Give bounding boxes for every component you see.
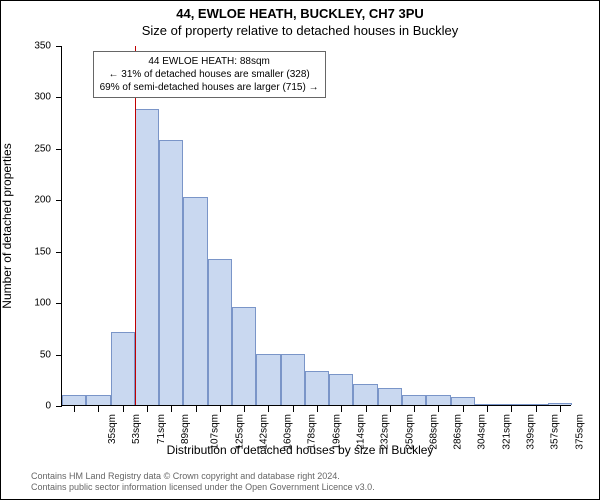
histogram-bar <box>523 404 547 405</box>
x-tick <box>317 406 318 412</box>
annotation-box: 44 EWLOE HEATH: 88sqm ← 31% of detached … <box>93 51 326 98</box>
histogram-bar <box>451 397 475 405</box>
histogram-bar <box>548 403 572 405</box>
y-tick-label: 0 <box>11 401 51 412</box>
histogram-bar <box>402 395 426 405</box>
footer-line-1: Contains HM Land Registry data © Crown c… <box>31 471 375 482</box>
x-tick <box>487 406 488 412</box>
annotation-line-1: 44 EWLOE HEATH: 88sqm <box>100 55 319 68</box>
chart-subtitle: Size of property relative to detached ho… <box>1 23 599 38</box>
y-tick-label: 300 <box>11 92 51 103</box>
y-tick <box>56 46 62 47</box>
x-tick <box>438 406 439 412</box>
y-tick <box>56 97 62 98</box>
histogram-bar <box>353 384 377 405</box>
y-tick <box>56 406 62 407</box>
footer-line-2: Contains public sector information licen… <box>31 482 375 493</box>
x-axis-label: Distribution of detached houses by size … <box>1 443 599 457</box>
histogram-bars <box>62 46 571 405</box>
histogram-bar <box>135 109 159 405</box>
chart-container: 44, EWLOE HEATH, BUCKLEY, CH7 3PU Size o… <box>0 0 600 500</box>
x-tick <box>293 406 294 412</box>
histogram-bar <box>426 395 450 405</box>
x-tick-label: 53sqm <box>131 414 142 444</box>
histogram-bar <box>232 307 256 405</box>
x-tick-label: 71sqm <box>156 414 167 444</box>
x-tick <box>123 406 124 412</box>
x-tick <box>147 406 148 412</box>
y-tick <box>56 303 62 304</box>
x-tick <box>414 406 415 412</box>
y-tick-label: 150 <box>11 246 51 257</box>
x-tick <box>463 406 464 412</box>
x-tick <box>536 406 537 412</box>
histogram-bar <box>475 404 499 405</box>
y-tick-label: 350 <box>11 41 51 52</box>
x-tick <box>268 406 269 412</box>
y-tick-label: 200 <box>11 195 51 206</box>
histogram-bar <box>159 140 183 405</box>
histogram-bar <box>111 332 135 405</box>
x-tick <box>560 406 561 412</box>
y-tick-label: 50 <box>11 349 51 360</box>
histogram-bar <box>281 354 305 405</box>
histogram-bar <box>305 371 329 405</box>
x-tick <box>220 406 221 412</box>
y-tick <box>56 200 62 201</box>
histogram-bar <box>329 374 353 405</box>
y-tick <box>56 149 62 150</box>
x-tick <box>244 406 245 412</box>
histogram-bar <box>62 395 86 405</box>
histogram-bar <box>208 259 232 405</box>
y-tick <box>56 252 62 253</box>
x-tick <box>171 406 172 412</box>
x-tick-label: 89sqm <box>180 414 191 444</box>
histogram-bar <box>86 395 110 405</box>
histogram-bar <box>256 354 280 405</box>
x-tick <box>511 406 512 412</box>
chart-title: 44, EWLOE HEATH, BUCKLEY, CH7 3PU <box>1 6 599 21</box>
footer-attribution: Contains HM Land Registry data © Crown c… <box>31 471 375 494</box>
plot-area: 44 EWLOE HEATH: 88sqm ← 31% of detached … <box>61 46 571 406</box>
x-tick-label: 35sqm <box>107 414 118 444</box>
y-tick-label: 250 <box>11 143 51 154</box>
y-axis-label: Number of detached properties <box>0 143 14 308</box>
annotation-line-2: ← 31% of detached houses are smaller (32… <box>100 68 319 81</box>
histogram-bar <box>183 197 207 405</box>
x-tick <box>366 406 367 412</box>
y-tick-label: 100 <box>11 298 51 309</box>
histogram-bar <box>378 388 402 405</box>
x-tick <box>196 406 197 412</box>
x-tick <box>390 406 391 412</box>
x-tick <box>341 406 342 412</box>
property-marker-line <box>135 46 137 405</box>
x-tick <box>98 406 99 412</box>
annotation-line-3: 69% of semi-detached houses are larger (… <box>100 81 319 94</box>
x-tick <box>74 406 75 412</box>
histogram-bar <box>499 404 523 405</box>
y-tick <box>56 355 62 356</box>
